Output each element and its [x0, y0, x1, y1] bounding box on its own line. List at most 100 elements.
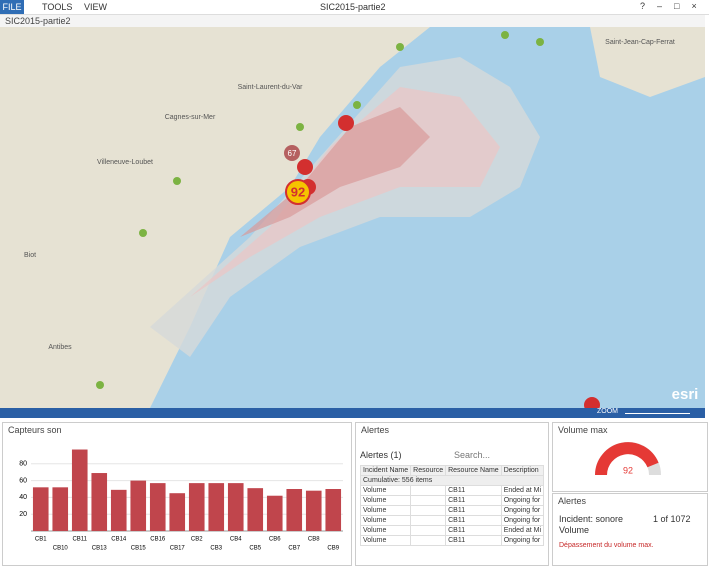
group-label: Cumulative: 556 items	[359, 475, 545, 486]
cell	[410, 485, 447, 496]
column-header: Description	[500, 465, 545, 476]
bar	[305, 490, 322, 531]
x-tick-label: CB17	[170, 546, 186, 552]
cell: Volume	[359, 525, 412, 536]
x-tick-label: CB16	[150, 537, 166, 543]
bar	[110, 489, 127, 531]
cell: Ended at Mi	[500, 525, 545, 536]
cell: Volume	[359, 495, 412, 506]
x-tick-label: CB2	[191, 537, 203, 543]
alerts-count: Alertes (1)	[360, 450, 402, 460]
bar	[32, 487, 49, 531]
alert-description: Dépassement du volume max.	[559, 542, 654, 549]
place-label: Antibes	[48, 344, 72, 351]
table-row[interactable]: Volume CB11 Ongoing for	[359, 515, 545, 526]
cluster-label: 92	[291, 184, 305, 199]
panel-title: Alertes	[361, 425, 390, 435]
place-label: Villeneuve-Loubet	[97, 159, 153, 166]
cell: CB11	[445, 485, 502, 496]
cell: Volume	[359, 535, 412, 546]
sensors	[96, 31, 544, 389]
tab[interactable]: TOOLS	[42, 2, 73, 12]
cell: CB11	[445, 535, 502, 546]
gauge-panel: Volume max 92	[552, 422, 708, 492]
x-tick-label: CB10	[53, 546, 69, 552]
place-label: Saint-Jean-Cap-Ferrat	[605, 39, 675, 46]
x-tick-label: CB15	[131, 546, 147, 552]
bar	[169, 493, 186, 531]
x-tick-label: CB8	[308, 537, 320, 543]
table-row[interactable]: Volume CB11 Ended at Mi	[359, 525, 545, 536]
panel-title: Volume max	[558, 425, 608, 435]
bar	[71, 449, 88, 531]
bar	[130, 480, 147, 531]
table-row[interactable]: Volume CB11 Ongoing for	[359, 535, 545, 546]
alert-name: Volume	[559, 525, 590, 535]
cell: CB11	[445, 525, 502, 536]
bar	[208, 483, 225, 531]
table: Incident Name Resource Resource Name Descri…	[359, 465, 545, 546]
y-tick-label: 20	[19, 511, 27, 518]
cluster[interactable]	[285, 179, 311, 205]
cell: CB11	[445, 505, 502, 516]
window-controls[interactable]: ?–□×	[640, 1, 709, 11]
cell: Ongoing for	[500, 515, 545, 526]
place-label: Saint-Laurent-du-Var	[238, 84, 304, 91]
x-tick-label: CB14	[111, 537, 127, 543]
pager[interactable]: 1 of 1072	[653, 514, 691, 524]
x-tick-label: CB4	[230, 537, 242, 543]
map-title: SIC2015-partie2	[5, 16, 71, 26]
bar	[266, 495, 283, 531]
esri-logo: esri	[672, 386, 699, 403]
place-label: Biot	[24, 252, 36, 259]
cell: CB11	[445, 515, 502, 526]
column-header: Incident Name	[359, 465, 412, 476]
place-label: Cagnes-sur-Mer	[165, 114, 216, 121]
gauge: 92	[595, 442, 661, 476]
cell	[410, 515, 447, 526]
chart-panel: Capteurs son 20 40 60 80 CB1 CB10 CB11 CB13 CB14…	[2, 422, 352, 566]
zoom-slider[interactable]	[625, 413, 690, 414]
x-tick-label: CB3	[210, 546, 222, 552]
alerts-panel: Alertes Alertes (1) Search... Incident N…	[355, 422, 549, 566]
table-row[interactable]: Volume CB11 Ongoing for	[359, 495, 545, 506]
title-bar: FILE TOOLS VIEW SIC2015-partie2 ?–□×	[0, 0, 709, 15]
cell	[410, 525, 447, 536]
cell: Ongoing for	[500, 495, 545, 506]
column-header: Resource	[410, 465, 447, 476]
table-row[interactable]: Volume CB11 Ongoing for	[359, 505, 545, 516]
cell: Ongoing for	[500, 535, 545, 546]
cape	[590, 27, 705, 97]
chart-title: Capteurs son	[8, 425, 62, 435]
search-box[interactable]: Search...	[454, 450, 491, 460]
y-tick-label: 40	[19, 494, 27, 501]
cell: Volume	[359, 485, 412, 496]
cluster[interactable]	[284, 145, 300, 161]
table-row[interactable]: Volume CB11 Ended at Mi	[359, 485, 545, 496]
cluster-label: 67	[288, 149, 297, 158]
tab[interactable]: VIEW	[84, 2, 108, 12]
panel-title: Alertes	[558, 496, 587, 506]
x-tick-label: CB9	[327, 546, 339, 552]
bar	[325, 489, 342, 531]
map[interactable]: 67 92 Saint-Laurent-du-Var Cagnes-sur-Me…	[0, 27, 705, 408]
bar	[149, 483, 166, 531]
cell: Ended at Mi	[500, 485, 545, 496]
tab[interactable]: FILE	[0, 0, 24, 14]
x-tick-label: CB7	[288, 546, 300, 552]
bar	[52, 487, 69, 531]
group-row: Cumulative: 556 items	[359, 475, 545, 486]
zoom-label: ZOOM	[597, 408, 618, 415]
window-title: SIC2015-partie2	[320, 2, 386, 12]
incident: Incident: sonore	[559, 514, 624, 524]
gauge-value: 92	[623, 465, 633, 475]
map-header: SIC2015-partie2	[0, 15, 705, 27]
header-row: Incident Name Resource Resource Name Descri…	[359, 465, 545, 476]
cell: Volume	[359, 515, 412, 526]
alert-detail-panel: Alertes Incident: sonore 1 of 1072 Volum…	[552, 493, 708, 566]
land	[0, 27, 430, 408]
cell: Volume	[359, 505, 412, 516]
x-tick-label: CB5	[249, 546, 261, 552]
